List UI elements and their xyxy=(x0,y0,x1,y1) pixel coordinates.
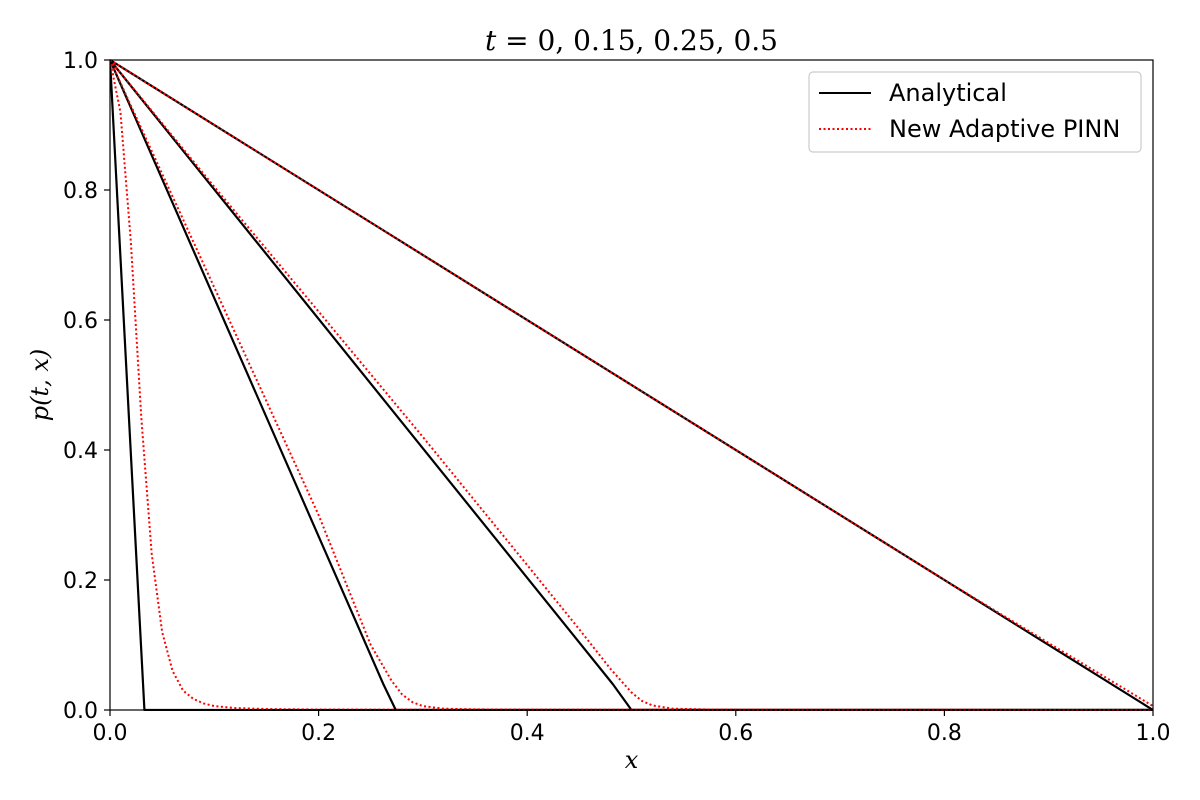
y-tick-label: 0.0 xyxy=(63,699,98,724)
legend-label-2: New Adaptive PINN xyxy=(889,115,1120,143)
y-tick-label: 0.4 xyxy=(63,439,98,464)
y-tick-label: 0.2 xyxy=(63,569,98,594)
legend-label-1: Analytical xyxy=(889,79,1007,107)
chart-title: t = 0, 0.15, 0.25, 0.5 xyxy=(485,24,778,57)
legend: Analytical New Adaptive PINN xyxy=(808,71,1142,153)
y-axis-label: p(t, x) xyxy=(26,349,54,422)
x-tick-label: 0.8 xyxy=(927,721,962,746)
legend-box xyxy=(808,71,1142,153)
y-tick-label: 0.6 xyxy=(63,309,98,334)
x-tick-label: 0.2 xyxy=(301,721,336,746)
x-tick-label: 0.4 xyxy=(510,721,545,746)
y-tick-label: 0.8 xyxy=(63,179,98,204)
ticks-layer: 0.0 0.2 0.4 0.6 0.8 1.0 0.0 0.2 0.4 0.6 0.8 1.0 xyxy=(63,49,1171,746)
x-tick-label: 1.0 xyxy=(1136,721,1171,746)
x-tick-label: 0.6 xyxy=(718,721,753,746)
axes-frame xyxy=(109,59,1154,711)
x-tick-label: 0.0 xyxy=(93,721,128,746)
y-tick-label: 1.0 xyxy=(63,49,98,74)
x-axis-label: x xyxy=(625,746,639,774)
analytical-curve-4 xyxy=(110,59,1154,711)
series-layer xyxy=(110,59,1154,711)
